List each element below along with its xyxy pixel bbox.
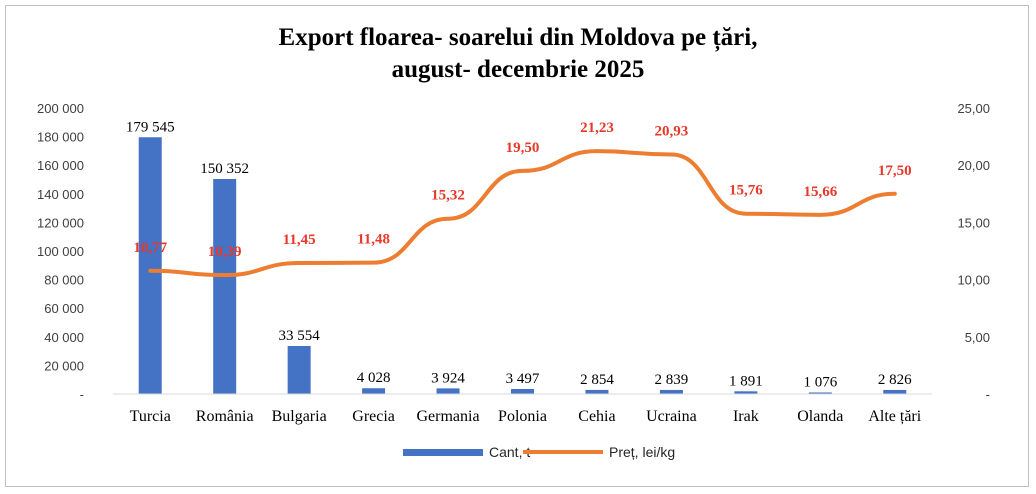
- bar-2: [287, 346, 311, 394]
- bar-data-label: 1 891: [729, 373, 763, 389]
- y-left-tick-label: 40 000: [44, 330, 84, 345]
- line-data-label: 10,77: [133, 240, 167, 256]
- x-category-label: Irak: [733, 408, 759, 425]
- bar-4: [436, 388, 460, 394]
- bar-1: [213, 178, 237, 394]
- y-left-tick-label: 20 000: [44, 358, 84, 373]
- line-data-label: 15,66: [803, 184, 837, 200]
- bar-data-label: 2 854: [580, 372, 614, 388]
- bar-5: [511, 388, 534, 394]
- x-category-label: Turcia: [130, 408, 171, 425]
- y-left-tick-label: 160 000: [37, 158, 84, 173]
- y-left-tick-label: 140 000: [37, 187, 84, 202]
- y-left-tick-label: 200 000: [37, 101, 84, 116]
- bar-data-label: 3 924: [431, 370, 465, 386]
- bar-data-label: 1 076: [803, 374, 837, 390]
- legend-swatch-bar: [403, 448, 483, 456]
- y-right-tick-label: -: [986, 387, 990, 402]
- line-data-label: 17,50: [878, 163, 912, 179]
- bar-data-label: 3 497: [506, 371, 540, 387]
- y-left-tick-label: -: [80, 387, 84, 402]
- legend-item-pret: Preț, lei/kg: [523, 444, 675, 460]
- bar-7: [659, 389, 683, 394]
- x-category-label: Germania: [417, 408, 480, 425]
- line-data-label: 15,32: [431, 188, 465, 204]
- x-category-label: Bulgaria: [272, 408, 327, 425]
- bar-data-label: 179 545: [126, 119, 175, 135]
- x-category-label: Olanda: [797, 408, 843, 425]
- y-right-tick-label: 15,00: [957, 215, 990, 230]
- price-line: [148, 149, 897, 278]
- bar-0: [138, 137, 162, 394]
- chart-frame: [5, 5, 1029, 487]
- bar-data-label: 2 826: [878, 372, 912, 388]
- chart-title: Export floarea- soarelui din Moldova pe …: [278, 24, 758, 51]
- bar-data-label: 150 352: [200, 161, 249, 177]
- line-data-label: 11,45: [283, 232, 316, 248]
- y-left-tick-label: 80 000: [44, 273, 84, 288]
- legend-swatch-line: [523, 450, 603, 454]
- line-data-label: 21,23: [580, 120, 614, 136]
- bar-8: [734, 391, 758, 394]
- x-category-label: Alte țări: [868, 408, 921, 425]
- y-right-tick-label: 25,00: [957, 101, 990, 116]
- bar-6: [585, 389, 609, 394]
- y-right-tick-label: 5,00: [965, 330, 990, 345]
- line-data-label: 10,39: [208, 244, 242, 260]
- legend-label-pret: Preț, lei/kg: [609, 444, 676, 460]
- bar-data-label: 2 839: [655, 372, 689, 388]
- y-left-tick-label: 100 000: [37, 244, 84, 259]
- bar-3: [362, 388, 386, 394]
- y-right-tick-label: 10,00: [957, 273, 990, 288]
- bar-10: [883, 389, 907, 394]
- x-category-label: Grecia: [352, 408, 395, 425]
- y-left-tick-label: 60 000: [44, 301, 84, 316]
- chart-subtitle: august- decembrie 2025: [391, 56, 645, 83]
- y-right-tick-label: 20,00: [957, 158, 990, 173]
- line-data-label: 19,50: [506, 140, 540, 156]
- y-left-tick-label: 180 000: [37, 130, 84, 145]
- x-category-label: Polonia: [498, 408, 547, 425]
- line-data-label: 11,48: [357, 232, 390, 248]
- line-data-label: 20,93: [655, 124, 689, 140]
- y-left-tick-label: 120 000: [37, 215, 84, 230]
- bar-data-label: 4 028: [357, 370, 391, 386]
- bar-9: [808, 392, 832, 394]
- x-category-label: Ucraina: [646, 408, 697, 425]
- x-category-label: Cehia: [578, 408, 615, 425]
- legend-item-cant: Cant, t: [403, 444, 530, 460]
- bar-data-label: 33 554: [279, 328, 321, 344]
- line-data-label: 15,76: [729, 183, 763, 199]
- x-category-label: România: [196, 408, 254, 425]
- legend-label-cant: Cant, t: [489, 444, 531, 460]
- chart-legend: Cant, t Preț, lei/kg: [0, 444, 1036, 464]
